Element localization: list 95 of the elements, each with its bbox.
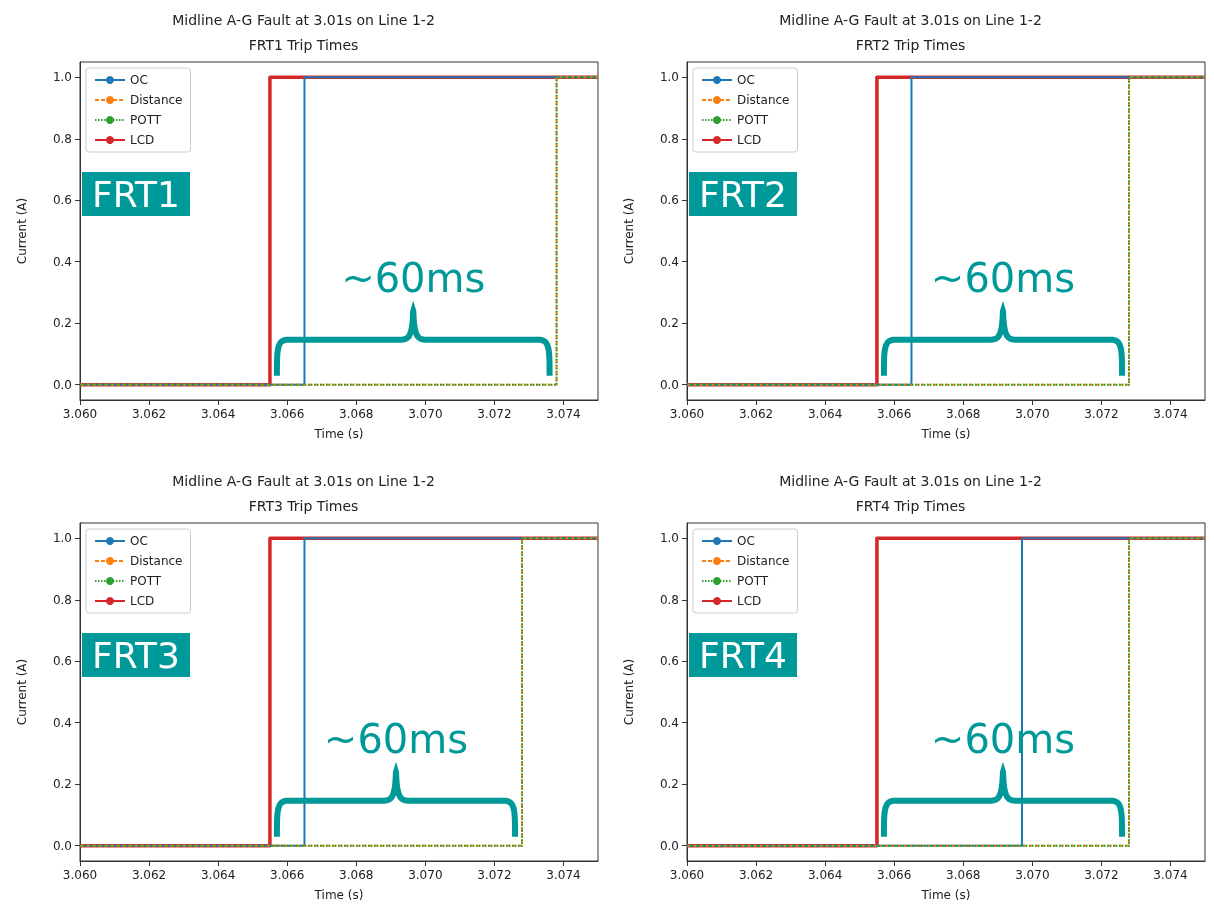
legend-label: Distance (130, 554, 183, 568)
y-tick-label: 1.0 (659, 531, 679, 546)
chart-title: Midline A-G Fault at 3.01s on Line 1-2 (172, 473, 435, 489)
y-tick-label: 0.8 (52, 592, 72, 607)
y-tick-label: 0.4 (659, 254, 679, 269)
x-tick-label: 3.072 (1084, 407, 1119, 421)
y-tick-label: 0.4 (659, 715, 679, 730)
y-tick-label: 0.0 (659, 377, 679, 392)
annotation: FRT1 (92, 173, 180, 215)
y-tick-label: 0.8 (52, 131, 72, 146)
chart-title: Midline A-G Fault at 3.01s on Line 1-2 (779, 473, 1042, 489)
legend-label: OC (130, 73, 148, 87)
legend-label: LCD (737, 133, 762, 147)
legend-label: LCD (130, 594, 155, 608)
x-tick-label: 3.074 (546, 868, 581, 882)
legend-label: POTT (737, 574, 769, 588)
x-tick-label: 3.060 (62, 407, 98, 421)
x-tick-label: 3.060 (669, 407, 705, 421)
legend-label: Distance (130, 93, 183, 107)
legend-label: OC (130, 534, 148, 548)
y-tick-label: 0.6 (659, 654, 679, 669)
x-tick-label: 3.072 (477, 407, 512, 421)
y-tick-label: 0.8 (659, 592, 679, 607)
x-tick-label: 3.064 (807, 868, 843, 882)
x-tick-label: 3.068 (339, 868, 374, 882)
y-tick-label: 0.6 (52, 193, 72, 208)
y-tick-label: 0.8 (659, 131, 679, 146)
legend-label: OC (737, 534, 755, 548)
x-tick-label: 3.070 (408, 407, 443, 421)
x-tick-label: 3.068 (339, 407, 374, 421)
y-tick-label: 0.0 (52, 838, 72, 853)
y-tick-label: 0.0 (659, 838, 679, 853)
x-axis-title: Time (s) (313, 427, 364, 441)
y-tick-label: 0.2 (52, 777, 72, 792)
legend-label: Distance (737, 93, 790, 107)
annotation: FRT3 (92, 634, 180, 676)
chart-title: Midline A-G Fault at 3.01s on Line 1-2 (172, 12, 435, 28)
y-tick-label: 1.0 (52, 70, 72, 85)
x-tick-label: 3.066 (270, 868, 305, 882)
x-tick-label: 3.064 (807, 407, 843, 421)
y-tick-label: 0.2 (659, 316, 679, 331)
x-tick-label: 3.072 (477, 868, 512, 882)
annotation: FRT4 (699, 634, 787, 676)
legend-label: LCD (737, 594, 762, 608)
y-tick-label: 0.2 (52, 316, 72, 331)
chart-subtitle: FRT2 Trip Times (855, 37, 966, 53)
y-tick-label: 1.0 (659, 70, 679, 85)
chart-subtitle: FRT3 Trip Times (248, 498, 359, 514)
x-tick-label: 3.070 (1015, 868, 1050, 882)
y-axis-title: Current (A) (15, 197, 29, 265)
y-tick-label: 0.4 (52, 715, 72, 730)
y-tick-label: 0.4 (52, 254, 72, 269)
y-tick-label: 1.0 (52, 531, 72, 546)
annotation: FRT2 (699, 173, 787, 215)
x-tick-label: 3.060 (62, 868, 98, 882)
annotation: ~60ms (341, 254, 486, 301)
y-axis-title: Current (A) (622, 197, 636, 265)
x-tick-label: 3.062 (738, 868, 774, 882)
x-tick-label: 3.070 (408, 868, 443, 882)
y-tick-label: 0.6 (52, 654, 72, 669)
x-tick-label: 3.066 (877, 868, 912, 882)
x-tick-label: 3.070 (1015, 407, 1050, 421)
chart-title: Midline A-G Fault at 3.01s on Line 1-2 (779, 12, 1042, 28)
x-tick-label: 3.074 (1153, 407, 1188, 421)
legend-label: POTT (737, 113, 769, 127)
legend-label: Distance (737, 554, 790, 568)
x-tick-label: 3.074 (1153, 868, 1188, 882)
chart-subtitle: FRT4 Trip Times (855, 498, 966, 514)
x-tick-label: 3.062 (131, 407, 167, 421)
x-axis-title: Time (s) (313, 888, 364, 902)
y-tick-label: 0.6 (659, 193, 679, 208)
x-tick-label: 3.072 (1084, 868, 1119, 882)
x-tick-label: 3.074 (546, 407, 581, 421)
y-tick-label: 0.2 (659, 777, 679, 792)
x-tick-label: 3.060 (669, 868, 705, 882)
x-axis-title: Time (s) (920, 888, 971, 902)
y-axis-title: Current (A) (622, 658, 636, 726)
y-tick-label: 0.0 (52, 377, 72, 392)
x-tick-label: 3.062 (738, 407, 774, 421)
x-tick-label: 3.064 (200, 868, 236, 882)
x-axis-title: Time (s) (920, 427, 971, 441)
annotation: ~60ms (323, 715, 469, 762)
chart-subtitle: FRT1 Trip Times (248, 37, 359, 53)
legend-label: LCD (130, 133, 155, 147)
x-tick-label: 3.064 (200, 407, 236, 421)
x-tick-label: 3.066 (877, 407, 912, 421)
legend-label: OC (737, 73, 755, 87)
x-tick-label: 3.068 (946, 868, 981, 882)
legend-label: POTT (130, 574, 162, 588)
x-tick-label: 3.062 (131, 868, 167, 882)
y-axis-title: Current (A) (15, 658, 29, 726)
x-tick-label: 3.066 (270, 407, 305, 421)
legend-label: POTT (130, 113, 162, 127)
x-tick-label: 3.068 (946, 407, 981, 421)
annotation: ~60ms (930, 254, 1076, 301)
